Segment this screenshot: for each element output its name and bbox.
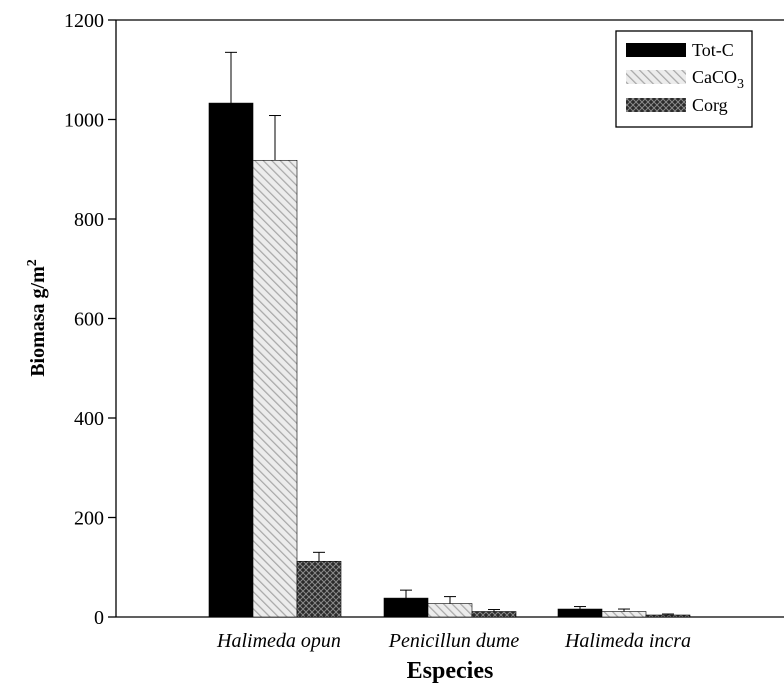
error-bar-caco-halimeda-opun	[269, 115, 281, 161]
bar-corg-halimeda-opun	[296, 560, 342, 618]
y-tick-label-5: 1000	[64, 110, 104, 132]
y-tick-label-2: 400	[74, 408, 104, 430]
bar-caco-penicillun-dume	[427, 603, 473, 618]
legend-swatch-caco3	[626, 70, 686, 84]
x-axis-title: Especies	[407, 658, 494, 684]
error-bar-tot-c-penicillun-dume	[400, 589, 412, 599]
bar-caco-halimeda-opun	[252, 159, 298, 618]
bars	[208, 102, 691, 618]
y-tick-label-1: 200	[74, 508, 104, 530]
error-bar-tot-c-halimeda-opun	[225, 51, 237, 104]
y-axis-title: Biomasa g/m2	[25, 259, 49, 377]
error-bar-caco-penicillun-dume	[444, 596, 456, 604]
bar-tot-c-penicillun-dume	[383, 597, 429, 618]
y-tick-label-3: 600	[74, 309, 104, 331]
y-tick-label-6: 1200	[64, 10, 104, 32]
y-axis-title-text: Biomasa g/m	[27, 266, 49, 377]
error-bar-tot-c-halimeda-incra	[574, 606, 586, 610]
y-axis-ticks: 0 200 400 600 800 1000 1200	[64, 10, 116, 629]
legend-swatch-tot-c	[626, 43, 686, 57]
error-bar-corg-halimeda-incra	[662, 613, 674, 616]
bar-caco-halimeda-incra	[601, 611, 647, 618]
category-label-halimeda-opun: Halimeda opun	[216, 630, 341, 652]
bar-corg-penicillun-dume	[471, 611, 517, 618]
error-bar-corg-penicillun-dume	[488, 609, 500, 612]
legend-label-caco3: CaCO3	[692, 67, 744, 92]
y-tick-label-0: 0	[94, 607, 104, 629]
bar-tot-c-halimeda-opun	[208, 102, 254, 618]
legend: Tot-C CaCO3 Corg	[615, 30, 753, 128]
y-axis-title-superscript: 2	[25, 259, 40, 266]
category-label-penicillun-dume: Penicillun dume	[388, 630, 520, 652]
category-label-halimeda-incra: Halimeda incra	[564, 630, 691, 652]
error-bar-corg-halimeda-opun	[313, 551, 325, 562]
legend-label-caco3-subscript: 3	[737, 77, 744, 92]
error-bar-caco-halimeda-incra	[618, 608, 630, 612]
legend-label-tot-c: Tot-C	[692, 40, 734, 60]
category-labels: Halimeda opun Penicillun dume Halimeda inc…	[216, 630, 691, 652]
bar-tot-c-halimeda-incra	[557, 608, 603, 618]
y-tick-label-4: 800	[74, 209, 104, 231]
legend-label-corg: Corg	[692, 95, 728, 115]
bar-corg-halimeda-incra	[645, 614, 691, 618]
error-bars	[225, 51, 674, 616]
legend-label-caco3-text: CaCO	[692, 67, 737, 87]
legend-swatch-corg	[626, 98, 686, 112]
